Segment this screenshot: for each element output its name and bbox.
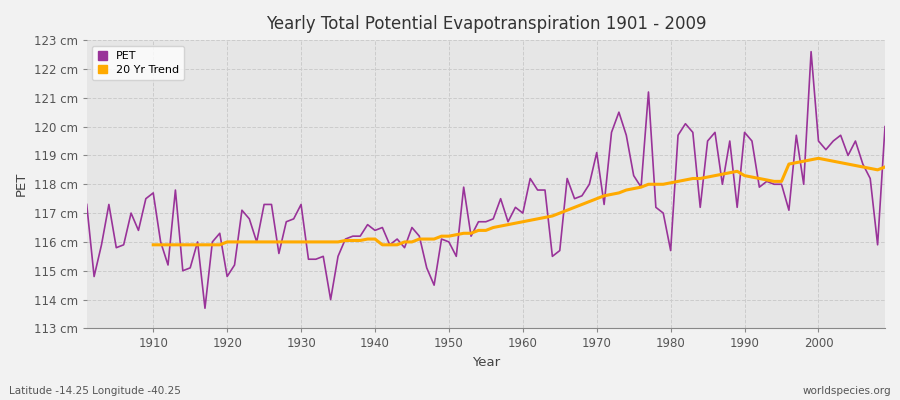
PET <box>525 176 535 181</box>
Text: worldspecies.org: worldspecies.org <box>803 386 891 396</box>
20 Yr Trend <box>828 159 839 164</box>
PET <box>81 202 92 207</box>
PET <box>879 124 890 129</box>
PET <box>310 257 321 262</box>
Line: 20 Yr Trend: 20 Yr Trend <box>153 158 885 245</box>
20 Yr Trend <box>525 218 535 223</box>
20 Yr Trend <box>813 156 824 161</box>
20 Yr Trend <box>148 242 158 247</box>
Legend: PET, 20 Yr Trend: PET, 20 Yr Trend <box>93 46 184 80</box>
PET <box>355 234 365 238</box>
Y-axis label: PET: PET <box>15 172 28 196</box>
20 Yr Trend <box>318 240 328 244</box>
20 Yr Trend <box>584 199 595 204</box>
PET <box>518 211 528 216</box>
Title: Yearly Total Potential Evapotranspiration 1901 - 2009: Yearly Total Potential Evapotranspiratio… <box>266 15 706 33</box>
20 Yr Trend <box>850 163 860 168</box>
20 Yr Trend <box>288 240 299 244</box>
Text: Latitude -14.25 Longitude -40.25: Latitude -14.25 Longitude -40.25 <box>9 386 181 396</box>
PET <box>200 306 211 311</box>
Line: PET: PET <box>86 52 885 308</box>
PET <box>140 196 151 201</box>
PET <box>614 110 625 114</box>
20 Yr Trend <box>879 164 890 169</box>
X-axis label: Year: Year <box>472 356 500 369</box>
PET <box>806 49 816 54</box>
